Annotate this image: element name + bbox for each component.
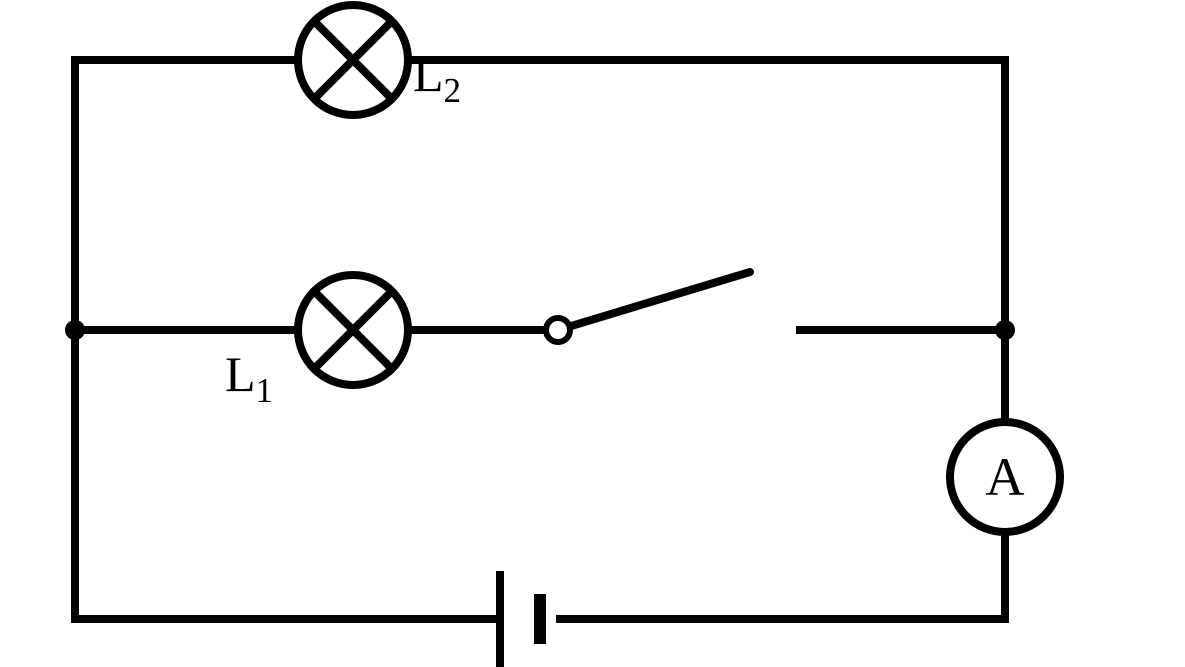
- lamp-l1-letter: L: [225, 346, 256, 402]
- lamp-l2: [298, 5, 408, 115]
- battery: [500, 571, 540, 667]
- lamp-l2-letter: L: [413, 46, 444, 102]
- switch: [546, 272, 750, 342]
- lamp-l1-label: L1: [225, 345, 273, 411]
- circuit-svg: A: [0, 0, 1185, 667]
- lamp-l2-label: L2: [413, 45, 461, 111]
- lamp-l2-subscript: 2: [444, 71, 462, 110]
- svg-text:A: A: [986, 447, 1025, 507]
- lamp-l1-subscript: 1: [256, 371, 274, 410]
- wires: [75, 60, 1005, 619]
- lamp-l1: [298, 275, 408, 385]
- circuit-diagram: A L2 L1: [0, 0, 1185, 667]
- ammeter: A: [950, 422, 1060, 532]
